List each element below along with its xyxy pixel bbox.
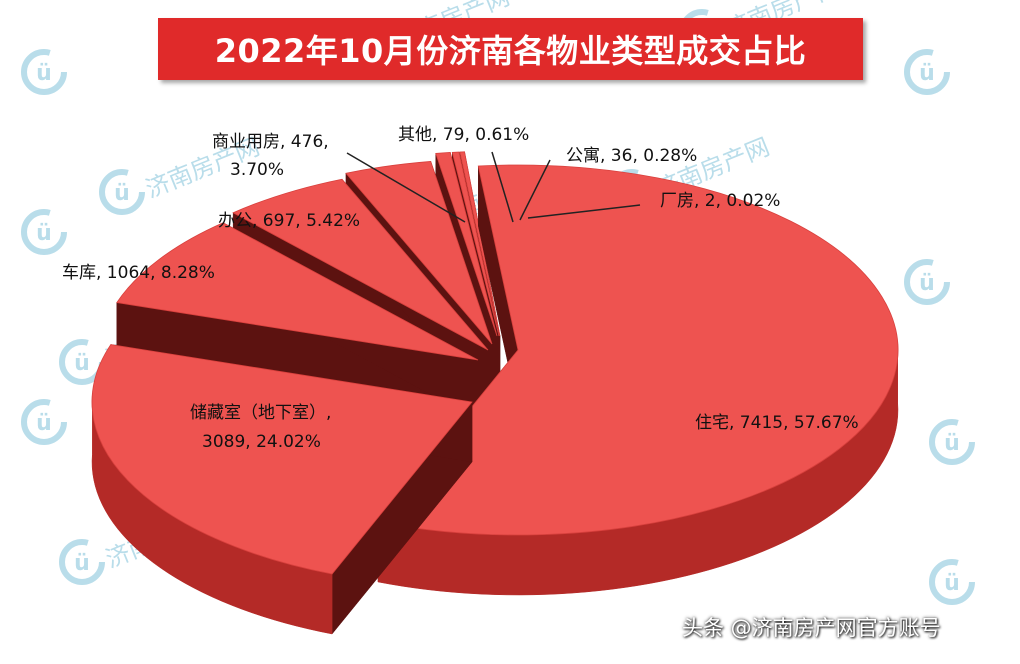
leader-line xyxy=(527,204,641,219)
pie-slice-1 xyxy=(91,344,473,635)
watermark-logo-letter: ü xyxy=(74,551,90,576)
watermark-logo-letter: ü xyxy=(74,351,90,376)
chart-title: 2022年10月份济南各物业类型成交占比 xyxy=(214,32,807,70)
watermark-logo-icon: ü xyxy=(21,399,67,445)
leader-line xyxy=(491,151,514,223)
watermark-logo-letter: ü xyxy=(919,271,935,296)
watermark-logo-icon: ü xyxy=(904,259,950,305)
data-label-5: 其他, 79, 0.61% xyxy=(398,125,529,145)
pie-slice-top xyxy=(116,222,479,361)
data-label-4: 商业用房, 476, xyxy=(212,132,329,152)
data-label-4-line2: 3.70% xyxy=(230,160,284,180)
footer-attribution: 头条 @济南房产网官方账号 xyxy=(682,616,941,640)
data-label-6: 公寓, 36, 0.28% xyxy=(566,146,697,166)
watermark-logo-letter: ü xyxy=(36,411,52,436)
pie-slice-top xyxy=(91,344,473,575)
watermark-logo-letter: ü xyxy=(36,61,52,86)
pie-slice-top xyxy=(232,178,489,351)
leader-line xyxy=(519,159,551,221)
data-label-2: 车库, 1064, 8.28% xyxy=(62,263,215,283)
leader-line xyxy=(346,152,466,223)
watermark-logo-letter: ü xyxy=(944,571,960,596)
pie-slice-top xyxy=(435,151,498,337)
pie-slice-top xyxy=(459,151,501,337)
pie-slice-top xyxy=(377,164,899,536)
watermark-logo-letter: ü xyxy=(36,221,52,246)
watermark-logo-icon: ü xyxy=(21,209,67,255)
watermark-logo-icon: ü xyxy=(21,49,67,95)
watermark-logo-icon: ü xyxy=(904,49,950,95)
data-label-1: 储藏室（地下室）, xyxy=(190,403,331,423)
watermark-logo-letter: ü xyxy=(944,431,960,456)
pie-slice-top xyxy=(345,160,493,345)
data-label-0: 住宅, 7415, 57.67% xyxy=(695,413,859,433)
pie-slice-top xyxy=(451,151,500,337)
watermark-logo-letter: ü xyxy=(114,181,130,206)
watermark-logo-icon: ü xyxy=(929,559,975,605)
data-label-3: 办公, 697, 5.42% xyxy=(218,211,360,231)
watermark-logo-letter: ü xyxy=(919,61,935,86)
data-label-1-line2: 3089, 24.02% xyxy=(202,432,321,452)
data-label-7: 厂房, 2, 0.02% xyxy=(660,191,780,211)
chart-title-banner: 2022年10月份济南各物业类型成交占比 xyxy=(158,18,863,80)
watermark-logo-icon: ü xyxy=(929,419,975,465)
